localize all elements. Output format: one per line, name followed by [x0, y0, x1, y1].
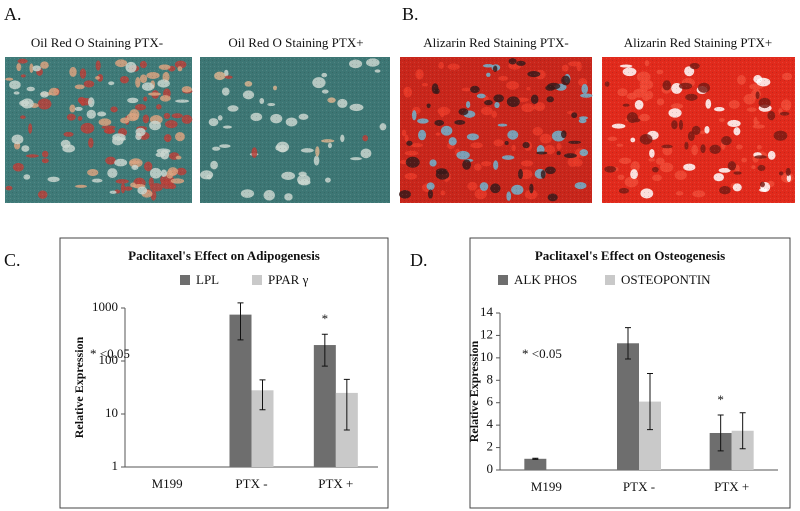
y-tick-label: 10 — [105, 405, 118, 420]
image-caption: Alizarin Red Staining PTX+ — [624, 35, 773, 50]
bar — [313, 345, 336, 467]
legend-swatch — [180, 275, 190, 285]
chart-frame — [469, 237, 791, 509]
panel-label: C. — [4, 250, 21, 270]
y-tick-label: 1000 — [92, 299, 118, 314]
y-tick-label: 8 — [487, 371, 494, 386]
significance-marker: * — [717, 392, 724, 407]
error-bar — [343, 378, 350, 431]
x-tick-label: PTX - — [623, 479, 655, 494]
bar — [731, 430, 754, 470]
legend-label: ALK PHOS — [514, 272, 577, 287]
x-tick-label: M199 — [531, 479, 562, 494]
annotation: * <0.05 — [90, 346, 130, 361]
legend-swatch — [498, 275, 508, 285]
panel-label: A. — [4, 4, 22, 24]
y-tick-label: 12 — [480, 326, 493, 341]
legend-swatch — [252, 275, 262, 285]
error-bar — [532, 457, 539, 460]
error-bar — [237, 302, 244, 341]
bar — [251, 390, 274, 467]
x-tick-label: PTX + — [318, 476, 353, 491]
chart-frame — [59, 237, 389, 509]
error-bar — [321, 333, 328, 367]
x-tick-label: M199 — [152, 476, 183, 491]
legend-swatch — [605, 275, 615, 285]
y-tick-label: 100 — [99, 352, 119, 367]
y-tick-label: 4 — [487, 416, 494, 431]
y-tick-label: 6 — [487, 394, 494, 409]
image-caption: Alizarin Red Staining PTX- — [423, 35, 569, 50]
x-tick-label: PTX - — [235, 476, 267, 491]
annotation: * <0.05 — [522, 346, 562, 361]
error-bar — [259, 379, 266, 411]
error-bar — [717, 414, 724, 452]
y-tick-label: 14 — [480, 304, 494, 319]
texture — [200, 57, 390, 203]
error-bar — [739, 412, 746, 450]
legend-label: OSTEOPONTIN — [621, 272, 711, 287]
panel-label: D. — [410, 250, 428, 270]
y-tick-label: 2 — [487, 439, 494, 454]
chart-title: Paclitaxel's Effect on Osteogenesis — [535, 248, 725, 263]
bar — [709, 432, 732, 470]
y-tick-label: 1 — [112, 458, 119, 473]
image-caption: Oil Red O Staining PTX- — [31, 35, 163, 50]
panel-label: B. — [402, 4, 419, 24]
texture — [602, 57, 795, 203]
legend-label: LPL — [196, 272, 219, 287]
y-axis-label: Relative Expression — [72, 336, 86, 438]
bar — [229, 314, 252, 467]
bar — [617, 343, 639, 470]
texture — [400, 57, 592, 203]
y-tick-label: 0 — [487, 461, 494, 476]
significance-marker: * — [322, 311, 329, 326]
y-axis-label: Relative Expression — [467, 340, 481, 442]
error-bar — [647, 373, 653, 431]
error-bar — [625, 327, 631, 360]
y-tick-label: 10 — [480, 349, 493, 364]
image-caption: Oil Red O Staining PTX+ — [228, 35, 363, 50]
bar — [639, 401, 661, 470]
x-tick-label: PTX + — [714, 479, 749, 494]
bar — [524, 458, 547, 470]
texture — [5, 57, 192, 203]
legend-label: PPAR γ — [268, 272, 309, 287]
chart-title: Paclitaxel's Effect on Adipogenesis — [128, 248, 320, 263]
